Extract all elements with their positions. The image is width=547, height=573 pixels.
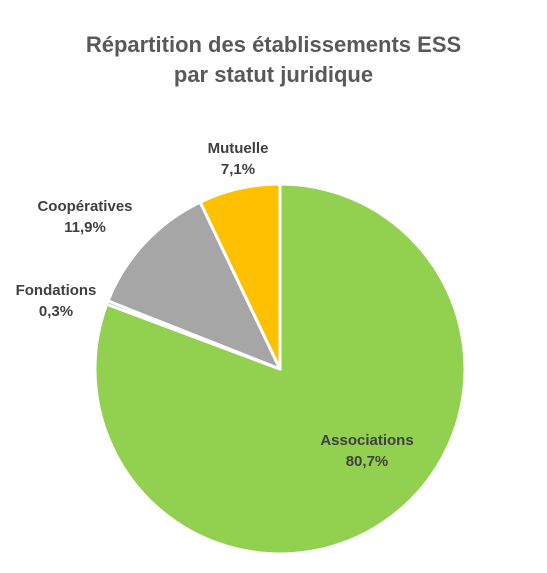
data-label-mutuelle: Mutuelle 7,1% bbox=[190, 138, 286, 180]
data-label-fondations: Fondations 0,3% bbox=[4, 280, 108, 322]
pie-slice-mutuelle bbox=[198, 182, 282, 371]
pie-slice-cooperatives bbox=[106, 200, 282, 371]
slice-name-cooperatives: Coopératives bbox=[37, 198, 133, 215]
slice-value-fondations: 0,3% bbox=[38, 303, 74, 320]
data-label-cooperatives: Coopératives 11,9% bbox=[20, 196, 150, 238]
slice-name-associations: Associations bbox=[320, 432, 414, 449]
chart-title-line-1: Répartition des établissements ESS bbox=[85, 32, 462, 57]
slice-value-associations: 80,7% bbox=[345, 453, 389, 470]
pie-slice-associations bbox=[93, 182, 467, 556]
chart-title-line-2: par statut juridique bbox=[173, 62, 374, 87]
slice-value-cooperatives: 11,9% bbox=[64, 219, 106, 236]
slice-name-fondations: Fondations bbox=[15, 282, 97, 299]
data-label-associations: Associations 80,7% bbox=[312, 430, 422, 472]
slice-value-mutuelle: 7,1% bbox=[220, 161, 256, 178]
chart-title: Répartition des établissements ESS par s… bbox=[0, 30, 547, 90]
slice-name-mutuelle: Mutuelle bbox=[207, 140, 269, 157]
